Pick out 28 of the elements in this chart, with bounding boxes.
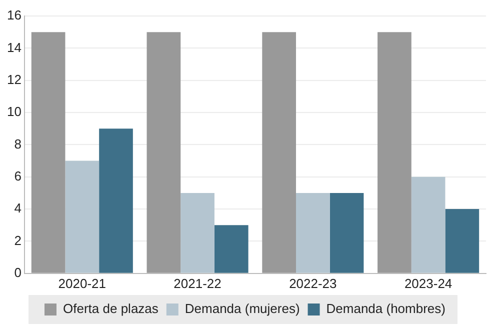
- bar: [180, 192, 214, 273]
- y-tick-label: 14: [6, 40, 22, 55]
- y-tick-label: 16: [6, 8, 22, 23]
- bar: [445, 209, 480, 273]
- legend-label: Demanda (hombres): [326, 301, 446, 316]
- y-tick-label: 2: [14, 232, 22, 248]
- x-tick-label: 2022-23: [289, 276, 337, 291]
- legend-label: Demanda (mujeres): [184, 301, 300, 316]
- x-tick-label: 2023-24: [404, 276, 452, 291]
- y-tick-label: 12: [6, 72, 22, 87]
- y-tick-label: 4: [14, 200, 22, 216]
- bar: [31, 32, 66, 273]
- x-tick-label: 2021-22: [174, 276, 222, 291]
- bar: [214, 225, 248, 273]
- legend-label: Oferta de plazas: [63, 301, 159, 316]
- bar: [296, 192, 330, 273]
- bar: [146, 32, 181, 273]
- y-tick-label: 10: [6, 104, 22, 120]
- y-tick-label: 6: [14, 168, 22, 184]
- x-tick-label: 2020-21: [58, 276, 106, 291]
- bar: [330, 192, 364, 273]
- y-tick-label: 0: [14, 264, 22, 280]
- bar: [262, 32, 296, 273]
- bar: [411, 176, 446, 273]
- bar: [99, 128, 133, 273]
- bar: [65, 160, 100, 273]
- bar: [378, 32, 412, 273]
- y-tick-label: 8: [14, 136, 22, 152]
